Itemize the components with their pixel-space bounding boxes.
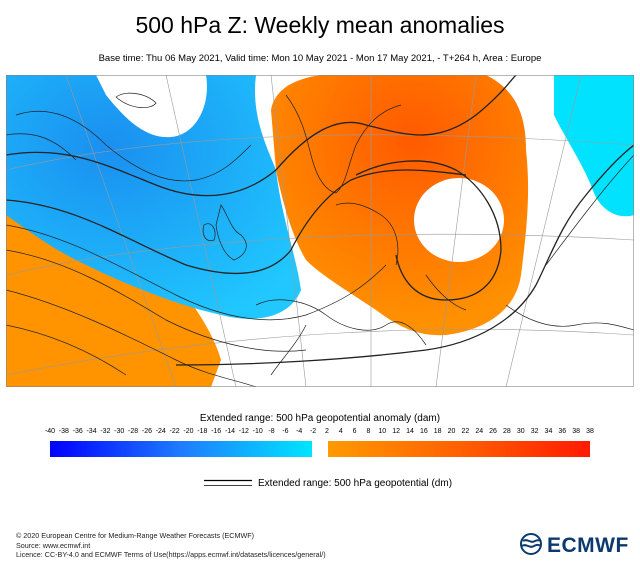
colorbar-tick-label: 4 xyxy=(338,428,343,435)
colorbar-tick-label: -28 xyxy=(128,428,139,435)
colorbar-tick-label: 12 xyxy=(392,428,401,435)
colorbar-tick-label: -22 xyxy=(169,428,180,435)
colorbar-tick-label: 6 xyxy=(352,428,357,435)
colorbar-tick-label: 16 xyxy=(419,428,428,435)
colorbar-tick-label: -6 xyxy=(282,428,289,435)
map-title: 500 hPa Z: Weekly mean anomalies xyxy=(135,12,505,38)
colorbar-positive-segment xyxy=(328,441,590,457)
colorbar-tick-label: 14 xyxy=(406,428,414,435)
neutral-area-poland xyxy=(414,178,504,262)
colorbar-tick-label: 32 xyxy=(530,428,539,435)
colorbar-tick-label: 34 xyxy=(544,428,553,435)
contour-legend-icon xyxy=(204,479,252,486)
colorbar-tick-label: -26 xyxy=(141,428,152,435)
colorbar-tick-label: 38 xyxy=(586,428,594,435)
colorbar-tick-label: -18 xyxy=(197,428,208,435)
colorbar-tick-label: -30 xyxy=(114,428,125,435)
colorbar-tick-label: 18 xyxy=(433,428,442,435)
colorbar-tick-label: -14 xyxy=(224,428,236,435)
negative-anomaly-region-east xyxy=(554,75,634,217)
geopotential-contours xyxy=(6,75,634,387)
colorbar-tick-label: 38 xyxy=(572,428,581,435)
ecmwf-logo-text: ECMWF xyxy=(547,534,629,557)
colorbar-tick-label: -8 xyxy=(268,428,275,435)
colorbar-ticks: -40 -38 -36 -34 -32 -30 -28 -26 -24 -22 -20 -18 -16-… xyxy=(44,428,596,440)
colorbar-tick-label: 2 xyxy=(324,428,329,435)
colorbar-tick-label: 26 xyxy=(489,428,497,435)
ecmwf-logo-icon xyxy=(520,533,542,555)
colorbar-tick-label: 36 xyxy=(558,428,567,435)
coastlines xyxy=(115,92,634,376)
colorbar-tick-label: -38 xyxy=(58,428,69,435)
colorbar-tick-label: -10 xyxy=(252,428,263,435)
colorbar-tick-label: 28 xyxy=(503,428,511,435)
colorbar xyxy=(50,441,590,457)
colorbar-title: Extended range: 500 hPa geopotential ano… xyxy=(199,413,441,424)
colorbar-tick-label: -2 xyxy=(309,428,317,435)
anomaly-map xyxy=(6,75,634,387)
map-subtitle: Base time: Thu 06 May 2021, Valid time: … xyxy=(98,53,542,64)
colorbar-tick-label: -32 xyxy=(100,428,111,435)
positive-anomaly-region-europe xyxy=(271,75,529,336)
colorbar-tick-label: -40 xyxy=(44,428,56,435)
colorbar-tick-label: 30 xyxy=(516,428,525,435)
footer: © 2020 European Centre for Medium-Range … xyxy=(16,531,326,560)
colorbar-tick-label: -36 xyxy=(72,428,83,435)
colorbar-tick-label: 10 xyxy=(378,428,387,435)
colorbar-negative-segment xyxy=(50,441,312,457)
licence-text: Licence: CC-BY-4.0 and ECMWF Terms of Us… xyxy=(16,550,326,560)
negative-anomaly-region-atlantic xyxy=(6,75,301,319)
colorbar-tick-label: -12 xyxy=(238,428,249,435)
colorbar-tick-label: 24 xyxy=(475,428,484,435)
source-text: Source: www.ecmwf.int xyxy=(16,540,91,550)
colorbar-tick-label: 22 xyxy=(461,428,470,435)
colorbar-tick-label: 20 xyxy=(447,428,456,435)
colorbar-tick-label: 8 xyxy=(366,428,371,435)
colorbar-tick-label: -20 xyxy=(183,428,194,435)
copyright-text: © 2020 European Centre for Medium-Range … xyxy=(16,531,255,540)
colorbar-tick-label: -34 xyxy=(86,428,97,435)
colorbar-tick-label: -24 xyxy=(155,428,166,435)
colorbar-tick-label: -4 xyxy=(296,428,303,435)
contour-legend-label: Extended range: 500 hPa geopotential (dm… xyxy=(258,478,453,489)
colorbar-tick-label: -16 xyxy=(211,428,222,435)
